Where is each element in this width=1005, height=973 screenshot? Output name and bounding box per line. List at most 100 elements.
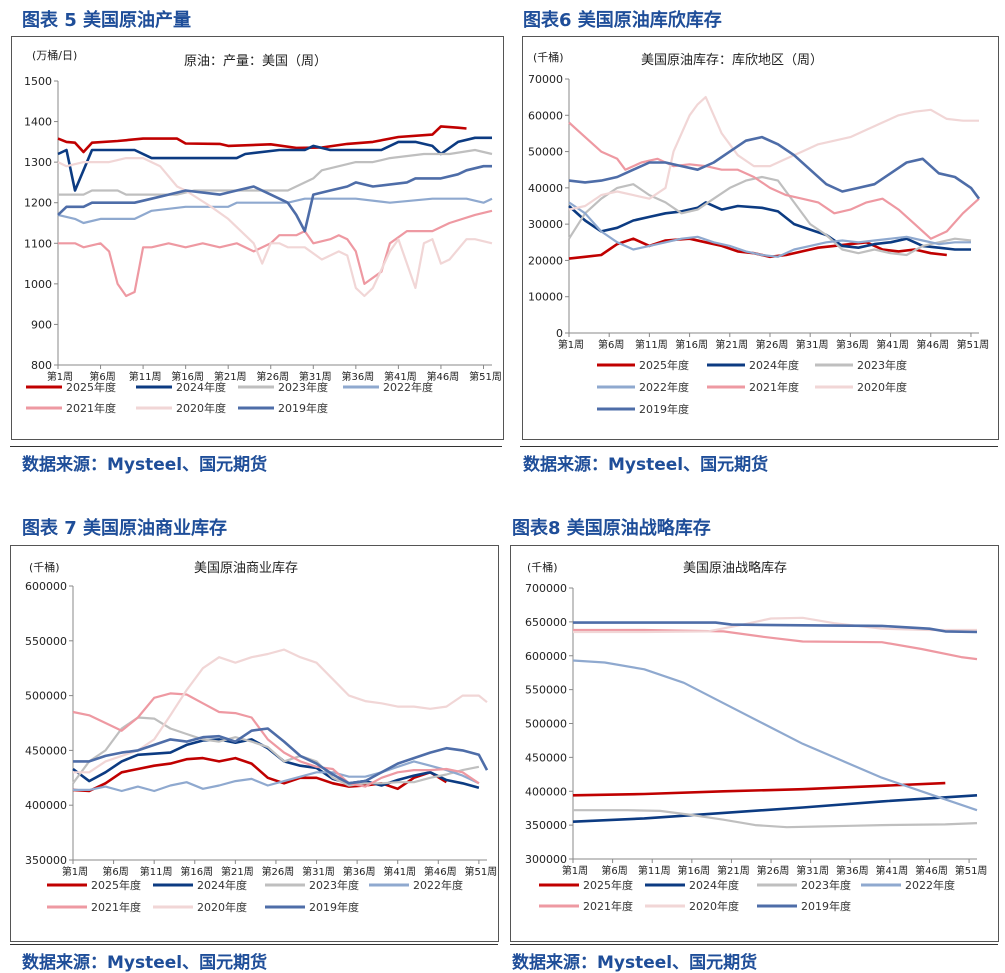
chart7-caption: 图表 7 美国原油商业库存 bbox=[22, 518, 228, 539]
y-tick-label: 40000 bbox=[528, 182, 563, 195]
series-line-2020 bbox=[573, 616, 977, 634]
chart-title: 美国原油库存：库欣地区（周） bbox=[641, 52, 823, 68]
y-tick-label: 60000 bbox=[528, 109, 563, 122]
x-tick-label: 第41周 bbox=[876, 338, 909, 351]
x-tick-label: 第16周 bbox=[675, 338, 708, 351]
chart7-source-rule bbox=[10, 944, 498, 945]
y-tick-label: 1500 bbox=[24, 75, 52, 88]
y-tick-label: 350000 bbox=[525, 819, 567, 832]
x-tick-label: 第21周 bbox=[221, 865, 254, 878]
x-tick-label: 第51周 bbox=[469, 370, 502, 383]
legend-label-2024: 2024年度 bbox=[197, 878, 247, 892]
legend-label-2020: 2020年度 bbox=[857, 380, 907, 394]
x-tick-label: 第46周 bbox=[424, 865, 457, 878]
chart5-panel: (万桶/日) 原油：产量：美国（周） 800 900 1000 1100 1200 1300 1… bbox=[11, 36, 504, 440]
y-tick-label: 1400 bbox=[24, 116, 52, 129]
series-line-2021 bbox=[568, 121, 980, 240]
legend-label-2019: 2019年度 bbox=[801, 899, 851, 913]
y-tick-label: 450000 bbox=[25, 744, 67, 757]
legend-label-2025: 2025年度 bbox=[639, 358, 689, 372]
series-line-2024 bbox=[572, 794, 978, 823]
x-tick-label: 第6周 bbox=[601, 864, 627, 877]
series-line-2019 bbox=[57, 164, 492, 233]
y-tick-label: 400000 bbox=[525, 785, 567, 798]
chart7-svg: (千桶) 美国原油商业库存 350000 400000 450000 500000 5500… bbox=[25, 560, 497, 914]
x-tick-label: 第21周 bbox=[717, 864, 750, 877]
series-line-2022 bbox=[73, 760, 480, 793]
y-tick-label: 1200 bbox=[24, 197, 52, 210]
legend-label-2019: 2019年度 bbox=[309, 900, 359, 914]
x-tick-label: 第46周 bbox=[427, 370, 460, 383]
y-tick-label: 1100 bbox=[24, 237, 52, 250]
y-tick-label: 650000 bbox=[525, 616, 567, 629]
series-line-2021 bbox=[72, 692, 480, 788]
series-line-2019 bbox=[73, 727, 489, 785]
x-tick-label: 第11周 bbox=[635, 338, 668, 351]
series-line-2025 bbox=[57, 125, 467, 154]
series-line-2023 bbox=[58, 148, 493, 196]
y-tick-label: 900 bbox=[31, 318, 52, 331]
chart8-caption: 图表8 美国原油战略库存 bbox=[512, 518, 711, 539]
y-tick-label: 350000 bbox=[25, 854, 67, 867]
series-line-2022 bbox=[572, 659, 978, 812]
chart5-source-rule bbox=[10, 446, 502, 447]
y-tick-label: 0 bbox=[556, 327, 563, 340]
x-tick-label: 第41周 bbox=[384, 370, 417, 383]
y-tick-label: 800 bbox=[31, 359, 52, 372]
x-tick-label: 第46周 bbox=[915, 864, 948, 877]
y-tick-label: 500000 bbox=[25, 690, 67, 703]
y-tick-label: 500000 bbox=[525, 718, 567, 731]
legend-label-2022: 2022年度 bbox=[413, 878, 463, 892]
y-tick-label: 450000 bbox=[525, 751, 567, 764]
x-tick-label: 第11周 bbox=[129, 370, 162, 383]
x-tick-label: 第31周 bbox=[796, 864, 829, 877]
x-tick-label: 第31周 bbox=[796, 338, 829, 351]
series-line-2019 bbox=[568, 135, 981, 200]
series-line-2021 bbox=[58, 209, 493, 298]
x-tick-label: 第41周 bbox=[875, 864, 908, 877]
chart8-panel: (千桶) 美国原油战略库存 300000 350000 400000 450000 5000… bbox=[510, 545, 999, 942]
y-tick-label: 30000 bbox=[528, 218, 563, 231]
series-line-2023 bbox=[568, 175, 972, 257]
chart-title: 美国原油商业库存 bbox=[194, 560, 298, 576]
series-line-2021 bbox=[573, 628, 978, 661]
y-tick-label: 70000 bbox=[528, 73, 563, 86]
legend-label-2024: 2024年度 bbox=[689, 878, 739, 892]
x-tick-label: 第36周 bbox=[836, 864, 869, 877]
x-tick-label: 第26周 bbox=[756, 338, 789, 351]
legend-label-2022: 2022年度 bbox=[905, 878, 955, 892]
legend-label-2025: 2025年度 bbox=[91, 878, 141, 892]
unit-label: (万桶/日) bbox=[32, 48, 77, 62]
x-tick-label: 第51周 bbox=[957, 338, 990, 351]
y-tick-label: 20000 bbox=[528, 254, 563, 267]
x-tick-label: 第26周 bbox=[256, 370, 289, 383]
legend-label-2024: 2024年度 bbox=[749, 358, 799, 372]
legend-label-2021: 2021年度 bbox=[749, 380, 799, 394]
legend-label-2021: 2021年度 bbox=[66, 401, 116, 415]
chart6-panel: (千桶) 美国原油库存：库欣地区（周） 0 10000 20000 30000 40000 5… bbox=[522, 36, 999, 440]
x-tick-label: 第16周 bbox=[171, 370, 204, 383]
legend-label-2022: 2022年度 bbox=[383, 380, 433, 394]
y-tick-label: 550000 bbox=[525, 684, 567, 697]
legend-label-2023: 2023年度 bbox=[278, 380, 328, 394]
chart7-source: 数据来源：Mysteel、国元期货 bbox=[22, 953, 268, 973]
y-tick-label: 400000 bbox=[25, 799, 67, 812]
x-tick-label: 第11周 bbox=[638, 864, 671, 877]
series-line-2023 bbox=[573, 809, 978, 829]
chart8-svg: (千桶) 美国原油战略库存 300000 350000 400000 450000 5000… bbox=[525, 560, 988, 913]
unit-label: (千桶) bbox=[533, 50, 564, 64]
x-tick-label: 第16周 bbox=[180, 865, 213, 878]
series-line-2024 bbox=[568, 201, 971, 251]
x-tick-label: 第21周 bbox=[214, 370, 247, 383]
x-tick-label: 第51周 bbox=[955, 864, 988, 877]
chart5-svg: (万桶/日) 原油：产量：美国（周） 800 900 1000 1100 1200 1300 1… bbox=[24, 48, 502, 415]
legend-label-2020: 2020年度 bbox=[176, 401, 226, 415]
chart6-source-rule bbox=[520, 446, 998, 447]
x-tick-label: 第6周 bbox=[102, 865, 128, 878]
x-tick-label: 第6周 bbox=[598, 338, 624, 351]
x-tick-label: 第36周 bbox=[341, 370, 374, 383]
x-tick-label: 第31周 bbox=[299, 370, 332, 383]
legend-label-2019: 2019年度 bbox=[639, 402, 689, 416]
series-line-2023 bbox=[72, 716, 480, 787]
legend-label-2023: 2023年度 bbox=[801, 878, 851, 892]
